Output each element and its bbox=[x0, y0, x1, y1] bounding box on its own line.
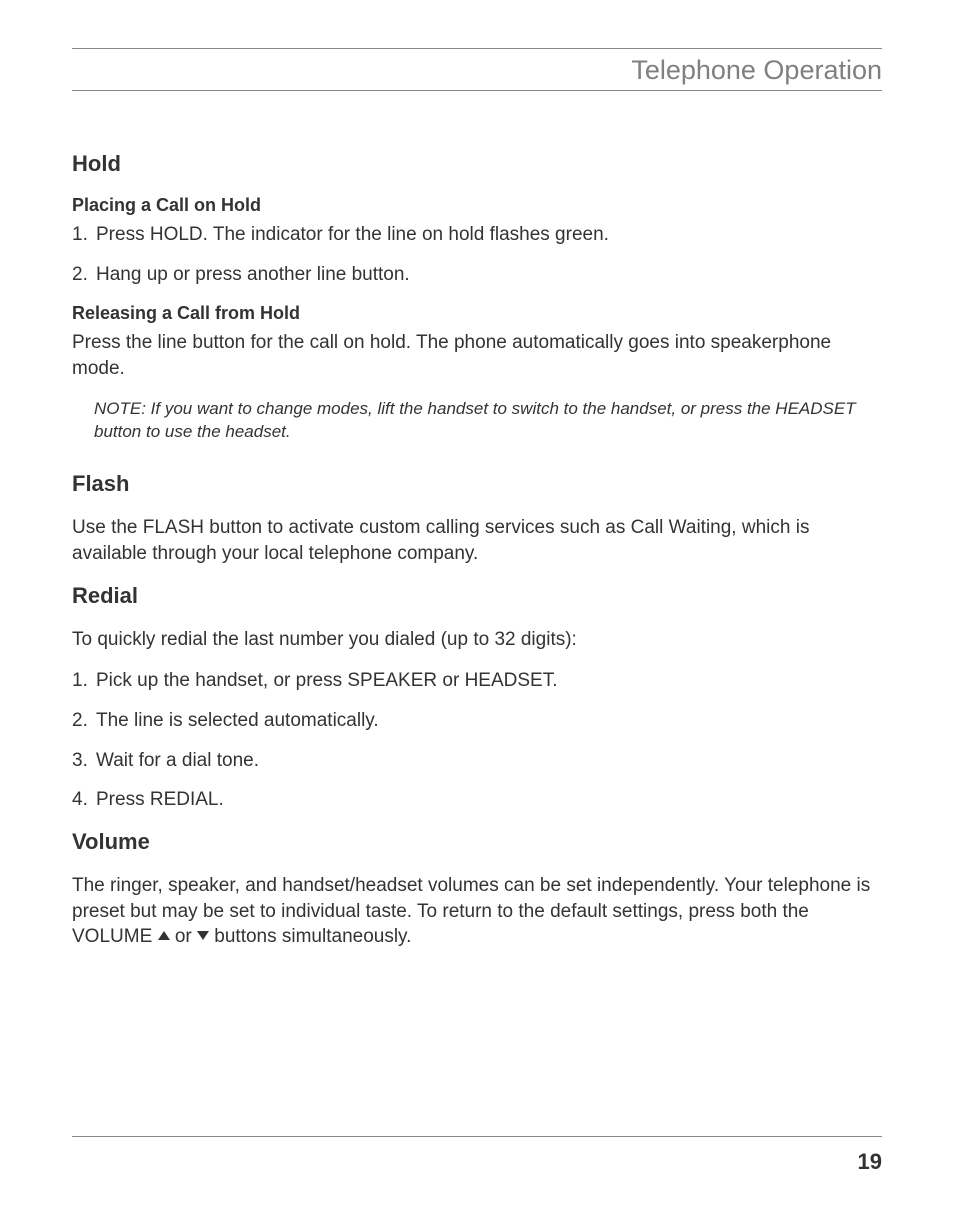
volume-heading: Volume bbox=[72, 829, 882, 855]
header-rule-top bbox=[72, 48, 882, 49]
volume-body-mid: or bbox=[175, 926, 197, 947]
list-item: 4.Press REDIAL. bbox=[72, 787, 882, 813]
redial-lead: To quickly redial the last number you di… bbox=[72, 627, 882, 653]
list-item-text: Hang up or press another line button. bbox=[96, 264, 410, 285]
placing-hold-subhead: Placing a Call on Hold bbox=[72, 195, 882, 216]
footer-rule bbox=[72, 1136, 882, 1137]
releasing-hold-body: Press the line button for the call on ho… bbox=[72, 330, 882, 381]
page-footer: 19 bbox=[72, 1136, 882, 1175]
list-item-text: Wait for a dial tone. bbox=[96, 750, 259, 771]
volume-up-icon bbox=[158, 931, 170, 940]
list-item: 2.The line is selected automatically. bbox=[72, 708, 882, 734]
volume-down-icon bbox=[197, 931, 209, 940]
list-item-text: Press REDIAL. bbox=[96, 789, 224, 810]
redial-list: 1.Pick up the handset, or press SPEAKER … bbox=[72, 668, 882, 813]
releasing-hold-note: NOTE: If you want to change modes, lift … bbox=[94, 398, 882, 444]
list-item: 2.Hang up or press another line button. bbox=[72, 262, 882, 288]
redial-heading: Redial bbox=[72, 583, 882, 609]
list-item: 3.Wait for a dial tone. bbox=[72, 748, 882, 774]
header-rule-bottom bbox=[72, 90, 882, 91]
list-item: 1.Pick up the handset, or press SPEAKER … bbox=[72, 668, 882, 694]
flash-heading: Flash bbox=[72, 471, 882, 497]
page-number: 19 bbox=[72, 1149, 882, 1175]
list-item-text: Pick up the handset, or press SPEAKER or… bbox=[96, 670, 557, 691]
list-item: 1.Press HOLD. The indicator for the line… bbox=[72, 222, 882, 248]
placing-hold-list: 1.Press HOLD. The indicator for the line… bbox=[72, 222, 882, 287]
hold-heading: Hold bbox=[72, 151, 882, 177]
list-item-text: Press HOLD. The indicator for the line o… bbox=[96, 224, 609, 245]
list-item-text: The line is selected automatically. bbox=[96, 710, 379, 731]
page-header-title: Telephone Operation bbox=[72, 55, 882, 90]
volume-body-post: buttons simultaneously. bbox=[214, 926, 411, 947]
page: Telephone Operation Hold Placing a Call … bbox=[0, 0, 954, 1215]
flash-body: Use the FLASH button to activate custom … bbox=[72, 515, 882, 566]
volume-body: The ringer, speaker, and handset/headset… bbox=[72, 873, 882, 950]
releasing-hold-subhead: Releasing a Call from Hold bbox=[72, 303, 882, 324]
